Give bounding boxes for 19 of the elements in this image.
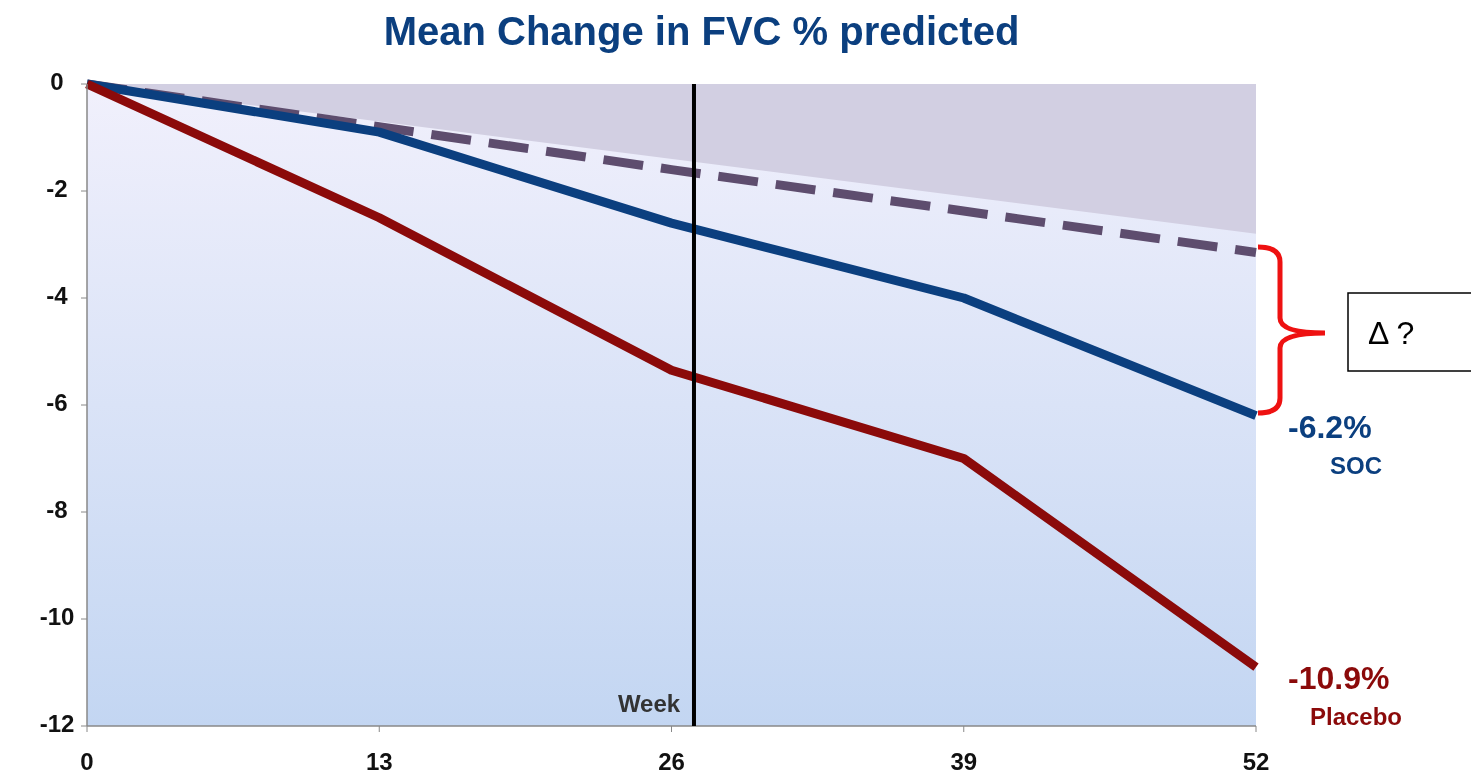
y-tick-label: -12	[39, 710, 75, 738]
y-tick-label: -2	[46, 175, 68, 203]
y-tick-label: -10	[39, 603, 75, 631]
text: Placebo	[1309, 703, 1403, 731]
x-tick-label: 39	[950, 748, 978, 775]
chart-title: Mean Change in FVC % predicted	[383, 9, 1020, 53]
y-tick-label: -4	[46, 282, 69, 310]
y-tick-label: -6	[46, 389, 68, 417]
y-tick-label: 0	[50, 68, 64, 96]
text: SOC	[1329, 451, 1383, 479]
x-tick-label: 52	[1242, 748, 1270, 775]
x-tick-label: 26	[658, 748, 685, 775]
data-label: -6.2%	[1288, 408, 1372, 445]
text: Δ ?	[1368, 315, 1415, 351]
data-label: -10.9%	[1288, 660, 1390, 697]
y-tick-label: -8	[46, 496, 68, 524]
x-tick-label: 0	[80, 748, 94, 775]
x-tick-label: 13	[365, 748, 393, 775]
x-axis-title: Week	[617, 690, 681, 717]
